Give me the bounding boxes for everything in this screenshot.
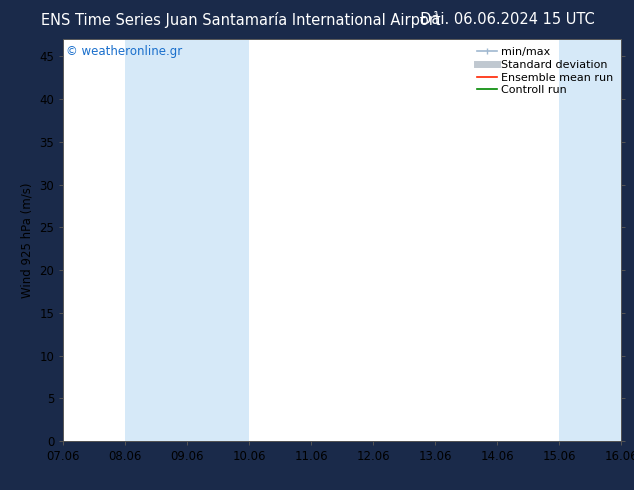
Text: © weatheronline.gr: © weatheronline.gr [66,45,183,58]
Y-axis label: Wind 925 hPa (m/s): Wind 925 hPa (m/s) [21,182,34,298]
Bar [126,39,249,441]
Text: Đải. 06.06.2024 15 UTC: Đải. 06.06.2024 15 UTC [420,12,595,27]
Bar [559,39,634,441]
Text: ENS Time Series Juan Santamaría International Airport: ENS Time Series Juan Santamaría Internat… [41,12,441,28]
Legend: min/max, Standard deviation, Ensemble mean run, Controll run: min/max, Standard deviation, Ensemble me… [475,45,616,98]
